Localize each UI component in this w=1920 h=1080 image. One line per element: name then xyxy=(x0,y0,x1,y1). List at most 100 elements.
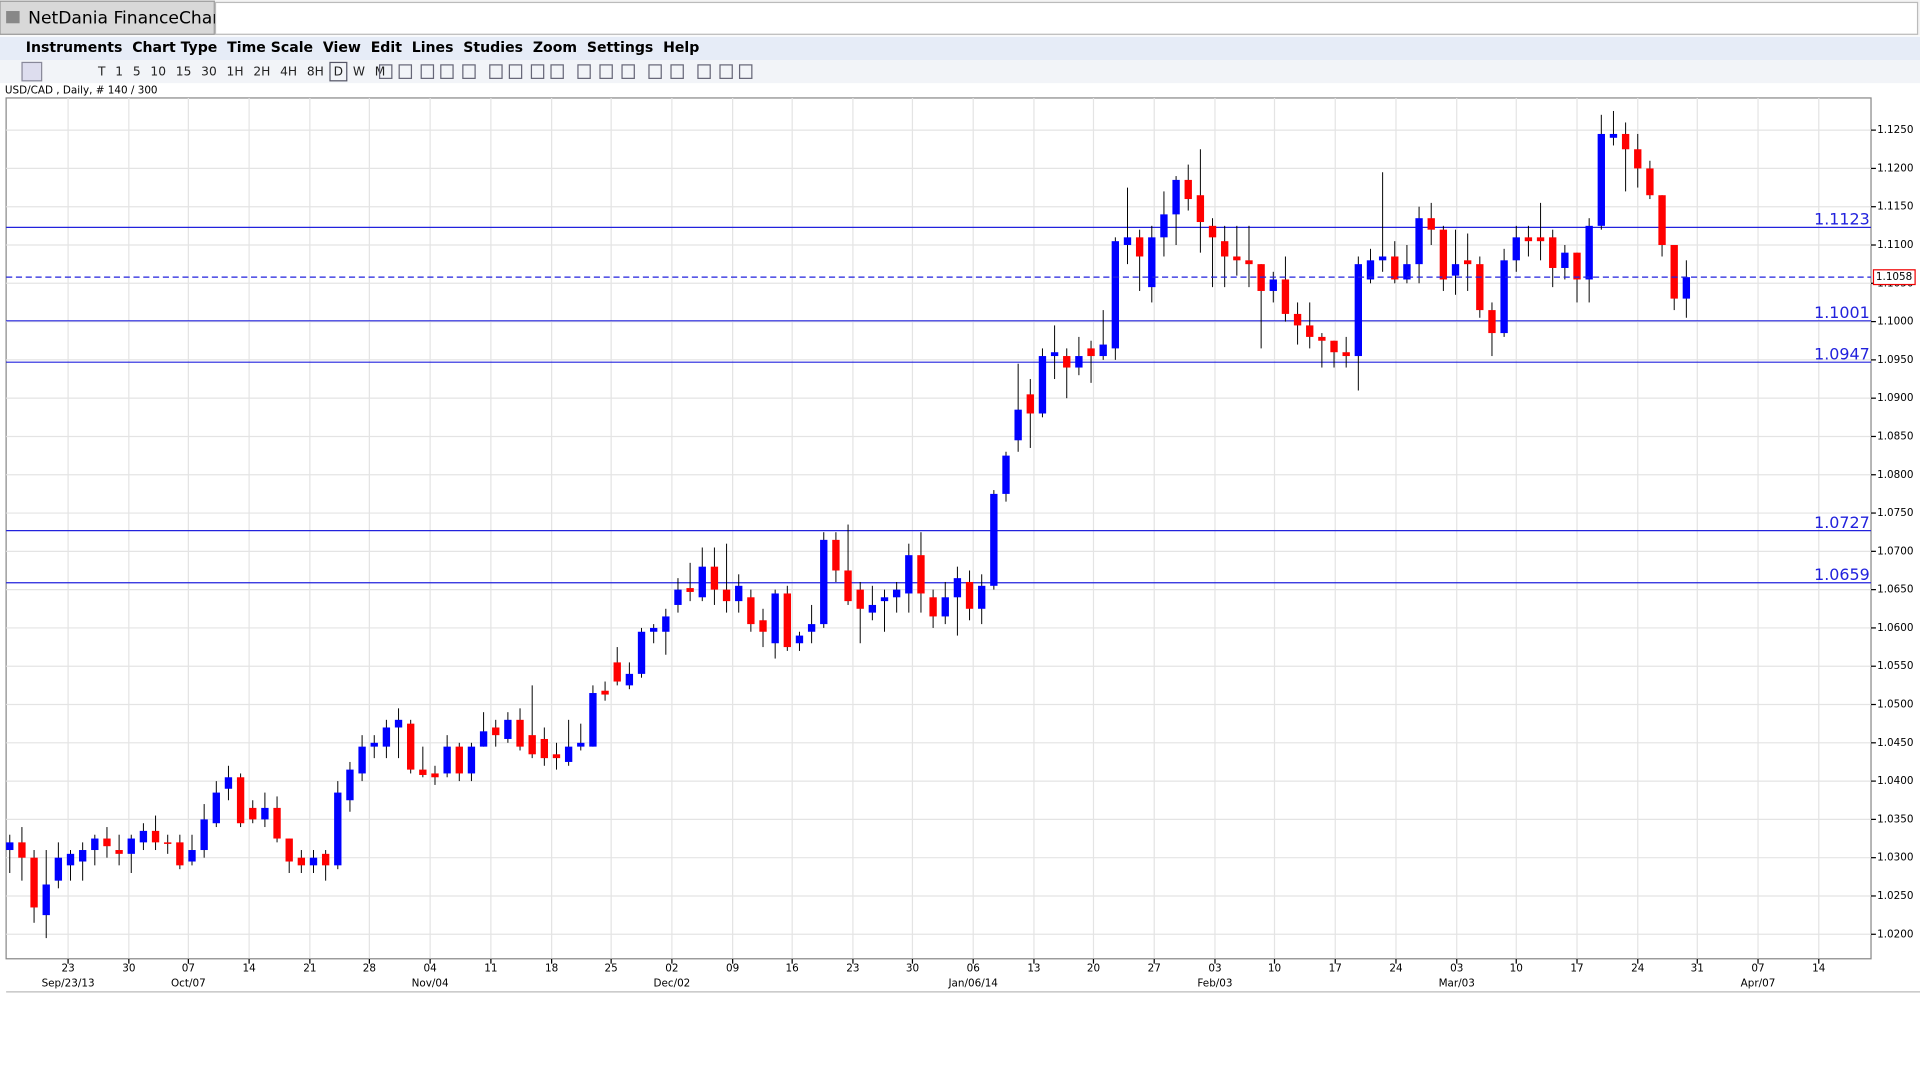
menu-item[interactable]: Studies xyxy=(463,40,523,56)
y-tick-label: 1.0700 xyxy=(1877,545,1913,557)
tool-icon[interactable] xyxy=(398,64,413,79)
timeframe-button[interactable]: 15 xyxy=(176,65,192,79)
menu-item[interactable]: Lines xyxy=(412,40,454,56)
candle-body xyxy=(127,838,135,854)
menu-item[interactable]: View xyxy=(323,40,361,56)
candle-body xyxy=(443,746,451,774)
x-period-label: Oct/07 xyxy=(171,977,206,989)
x-tick-label: 25 xyxy=(605,963,618,975)
timeframe-button[interactable]: 5 xyxy=(133,65,141,79)
tool-icon[interactable] xyxy=(738,64,753,79)
candle-body xyxy=(1646,168,1654,196)
candle-body xyxy=(880,597,889,602)
candle-body xyxy=(1014,409,1022,441)
tool-icon[interactable] xyxy=(670,64,684,79)
tool-icon[interactable] xyxy=(550,64,564,79)
instrument-info: USD/CAD , Daily, # 140 / 300 xyxy=(5,85,158,97)
menu-item[interactable]: Instruments xyxy=(26,40,123,56)
tool-icon[interactable] xyxy=(440,64,454,79)
candle-body xyxy=(1148,237,1156,288)
candle-body xyxy=(1366,260,1375,280)
candle-body xyxy=(1524,237,1533,242)
candle-body xyxy=(30,857,38,908)
candle-body xyxy=(1087,348,1095,357)
candle-body xyxy=(66,853,75,866)
candle-body xyxy=(236,777,245,824)
menu-item[interactable]: Help xyxy=(663,40,699,56)
candle-body xyxy=(516,719,524,747)
x-tick-label: 07 xyxy=(182,963,195,975)
candle-body xyxy=(492,727,500,736)
candle-body xyxy=(1403,264,1411,280)
x-tick-label: 03 xyxy=(1450,963,1463,975)
candle-body xyxy=(1597,133,1605,226)
timeframe-button[interactable]: 10 xyxy=(150,65,166,79)
candle-body xyxy=(953,578,962,598)
y-tick-label: 1.0900 xyxy=(1877,392,1913,404)
candle-body xyxy=(686,588,694,592)
tool-icon[interactable] xyxy=(719,64,733,79)
y-tick-label: 1.1200 xyxy=(1877,162,1913,174)
x-tick-label: 21 xyxy=(303,963,316,975)
candle-body xyxy=(1111,241,1120,349)
menu-item[interactable]: Edit xyxy=(371,40,403,56)
timeframe-button[interactable]: 8H xyxy=(307,65,324,79)
timeframe-button[interactable]: W xyxy=(353,65,365,79)
tool-icon[interactable] xyxy=(489,64,503,79)
candle-body xyxy=(1196,195,1205,223)
tool-icon[interactable] xyxy=(599,64,613,79)
candle-body xyxy=(1561,252,1569,268)
level-label: 1.1123 xyxy=(1814,210,1870,229)
candle-body xyxy=(42,884,50,916)
tool-icon[interactable] xyxy=(420,64,435,79)
candle-body xyxy=(1306,325,1314,337)
x-tick-label: 14 xyxy=(242,963,256,975)
y-tick-label: 1.0950 xyxy=(1877,354,1913,366)
timeframe-button[interactable]: 1H xyxy=(227,65,244,79)
tool-icon[interactable] xyxy=(462,64,476,79)
candle-body xyxy=(868,604,877,613)
candle-body xyxy=(820,539,828,625)
timeframe-button[interactable]: 4H xyxy=(280,65,297,79)
tool-icon[interactable] xyxy=(378,64,393,79)
y-tick-label: 1.0400 xyxy=(1877,775,1913,787)
menu-item[interactable]: Settings xyxy=(587,40,653,56)
menu-item[interactable]: Time Scale xyxy=(227,40,313,56)
y-tick-label: 1.0650 xyxy=(1877,584,1913,596)
window-title: NetDania FinanceChart xyxy=(28,8,226,28)
candle-body xyxy=(1609,133,1618,138)
candle-body xyxy=(54,857,63,881)
x-period-label: Nov/04 xyxy=(412,977,449,989)
candle-body xyxy=(528,735,536,755)
x-period-label: Jan/06/14 xyxy=(947,977,998,989)
tool-icon[interactable] xyxy=(648,64,662,79)
app-icon xyxy=(6,11,20,24)
tool-icon[interactable] xyxy=(697,64,711,79)
last-price-label: 1.1058 xyxy=(1876,271,1912,283)
timeframe-button[interactable]: 2H xyxy=(253,65,270,79)
timeframe-button[interactable]: D xyxy=(334,65,343,79)
candle-body xyxy=(844,570,852,602)
candle-body xyxy=(589,693,597,747)
menu-item[interactable]: Chart Type xyxy=(132,40,217,56)
x-tick-label: 24 xyxy=(1631,963,1645,975)
tool-icon[interactable] xyxy=(508,64,523,79)
candle-body xyxy=(978,585,986,609)
x-tick-label: 17 xyxy=(1329,963,1342,975)
tool-icon[interactable] xyxy=(577,64,591,79)
menu-item[interactable]: Zoom xyxy=(533,40,577,56)
candle-body xyxy=(1123,237,1132,246)
timeframe-button[interactable]: 1 xyxy=(115,65,123,79)
tool-icon[interactable] xyxy=(621,64,635,79)
candle-body xyxy=(832,539,840,571)
timeframe-button[interactable]: 30 xyxy=(201,65,217,79)
tool-icon[interactable] xyxy=(530,64,545,79)
candle-body xyxy=(1536,237,1545,242)
timeframe-button[interactable]: T xyxy=(97,65,106,79)
y-tick-label: 1.0850 xyxy=(1877,430,1913,442)
candle-body xyxy=(1415,218,1423,265)
candle-body xyxy=(1451,264,1460,276)
tool-button[interactable] xyxy=(21,61,43,82)
candle-body xyxy=(91,838,99,851)
